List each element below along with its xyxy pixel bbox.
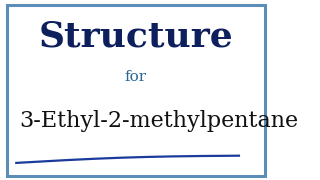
- Text: for: for: [125, 70, 147, 84]
- Text: 3-Ethyl-2-methylpentane: 3-Ethyl-2-methylpentane: [19, 110, 298, 132]
- Text: Structure: Structure: [38, 19, 233, 53]
